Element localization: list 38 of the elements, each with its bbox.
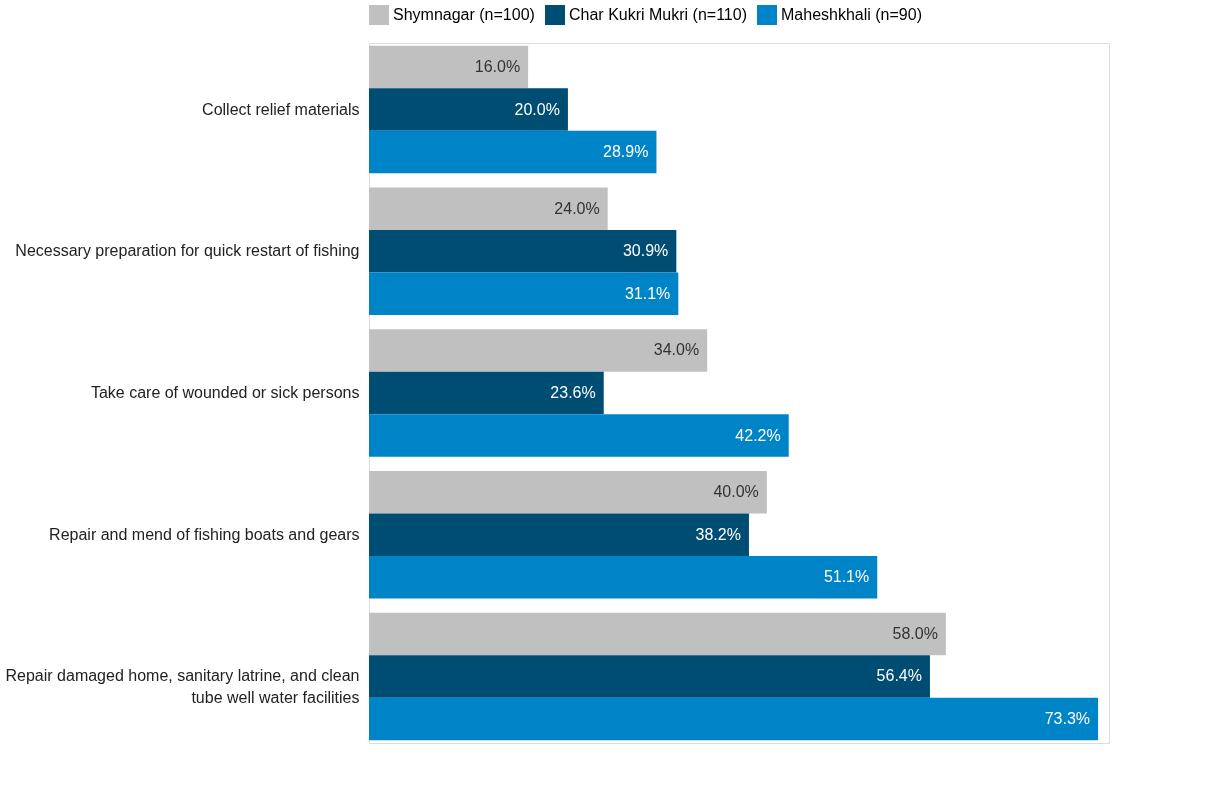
legend-label: Shymnagar (n=100)	[393, 6, 535, 23]
legend-label: Char Kukri Mukri (n=110)	[569, 6, 747, 23]
y-tick-label: Collect relief materials	[202, 100, 360, 118]
data-label: 24.0%	[554, 199, 600, 217]
bar	[369, 612, 946, 656]
y-tick-label: Repair damaged home, sanitary latrine, and clean tube well water facilities	[5, 667, 360, 707]
data-label: 56.4%	[876, 667, 922, 685]
data-label: 38.2%	[695, 525, 741, 543]
data-label: 42.2%	[735, 426, 781, 444]
data-label: 40.0%	[713, 483, 759, 501]
bar	[369, 470, 767, 514]
bar	[369, 329, 708, 372]
data-label: 20.0%	[514, 100, 560, 118]
bar	[369, 272, 679, 316]
bar	[369, 555, 878, 599]
data-label: 28.9%	[603, 143, 649, 161]
data-label: 23.6%	[550, 384, 596, 401]
y-tick-label: Repair and mend of fishing boats and gears	[49, 525, 360, 543]
bar	[369, 655, 930, 698]
data-label: 73.3%	[1044, 709, 1091, 727]
y-tick-label: Necessary preparation for quick restart of fishing	[15, 242, 360, 260]
bar	[369, 45, 529, 89]
bar	[369, 513, 749, 556]
data-label: 30.9%	[622, 242, 669, 260]
y-tick-label: Take care of wounded or sick persons	[90, 384, 360, 401]
bar	[369, 414, 789, 457]
data-label: 34.0%	[653, 341, 700, 359]
data-label: 16.0%	[474, 58, 521, 76]
bar	[369, 130, 657, 174]
data-label: 31.1%	[624, 284, 671, 302]
bar	[369, 371, 604, 415]
data-label: 51.1%	[823, 568, 870, 586]
legend-label: Maheshkhali (n=90)	[781, 6, 922, 23]
bar	[369, 230, 677, 273]
bar	[369, 697, 1099, 741]
bar	[369, 187, 608, 231]
bar	[369, 88, 568, 131]
data-label: 58.0%	[892, 624, 938, 642]
